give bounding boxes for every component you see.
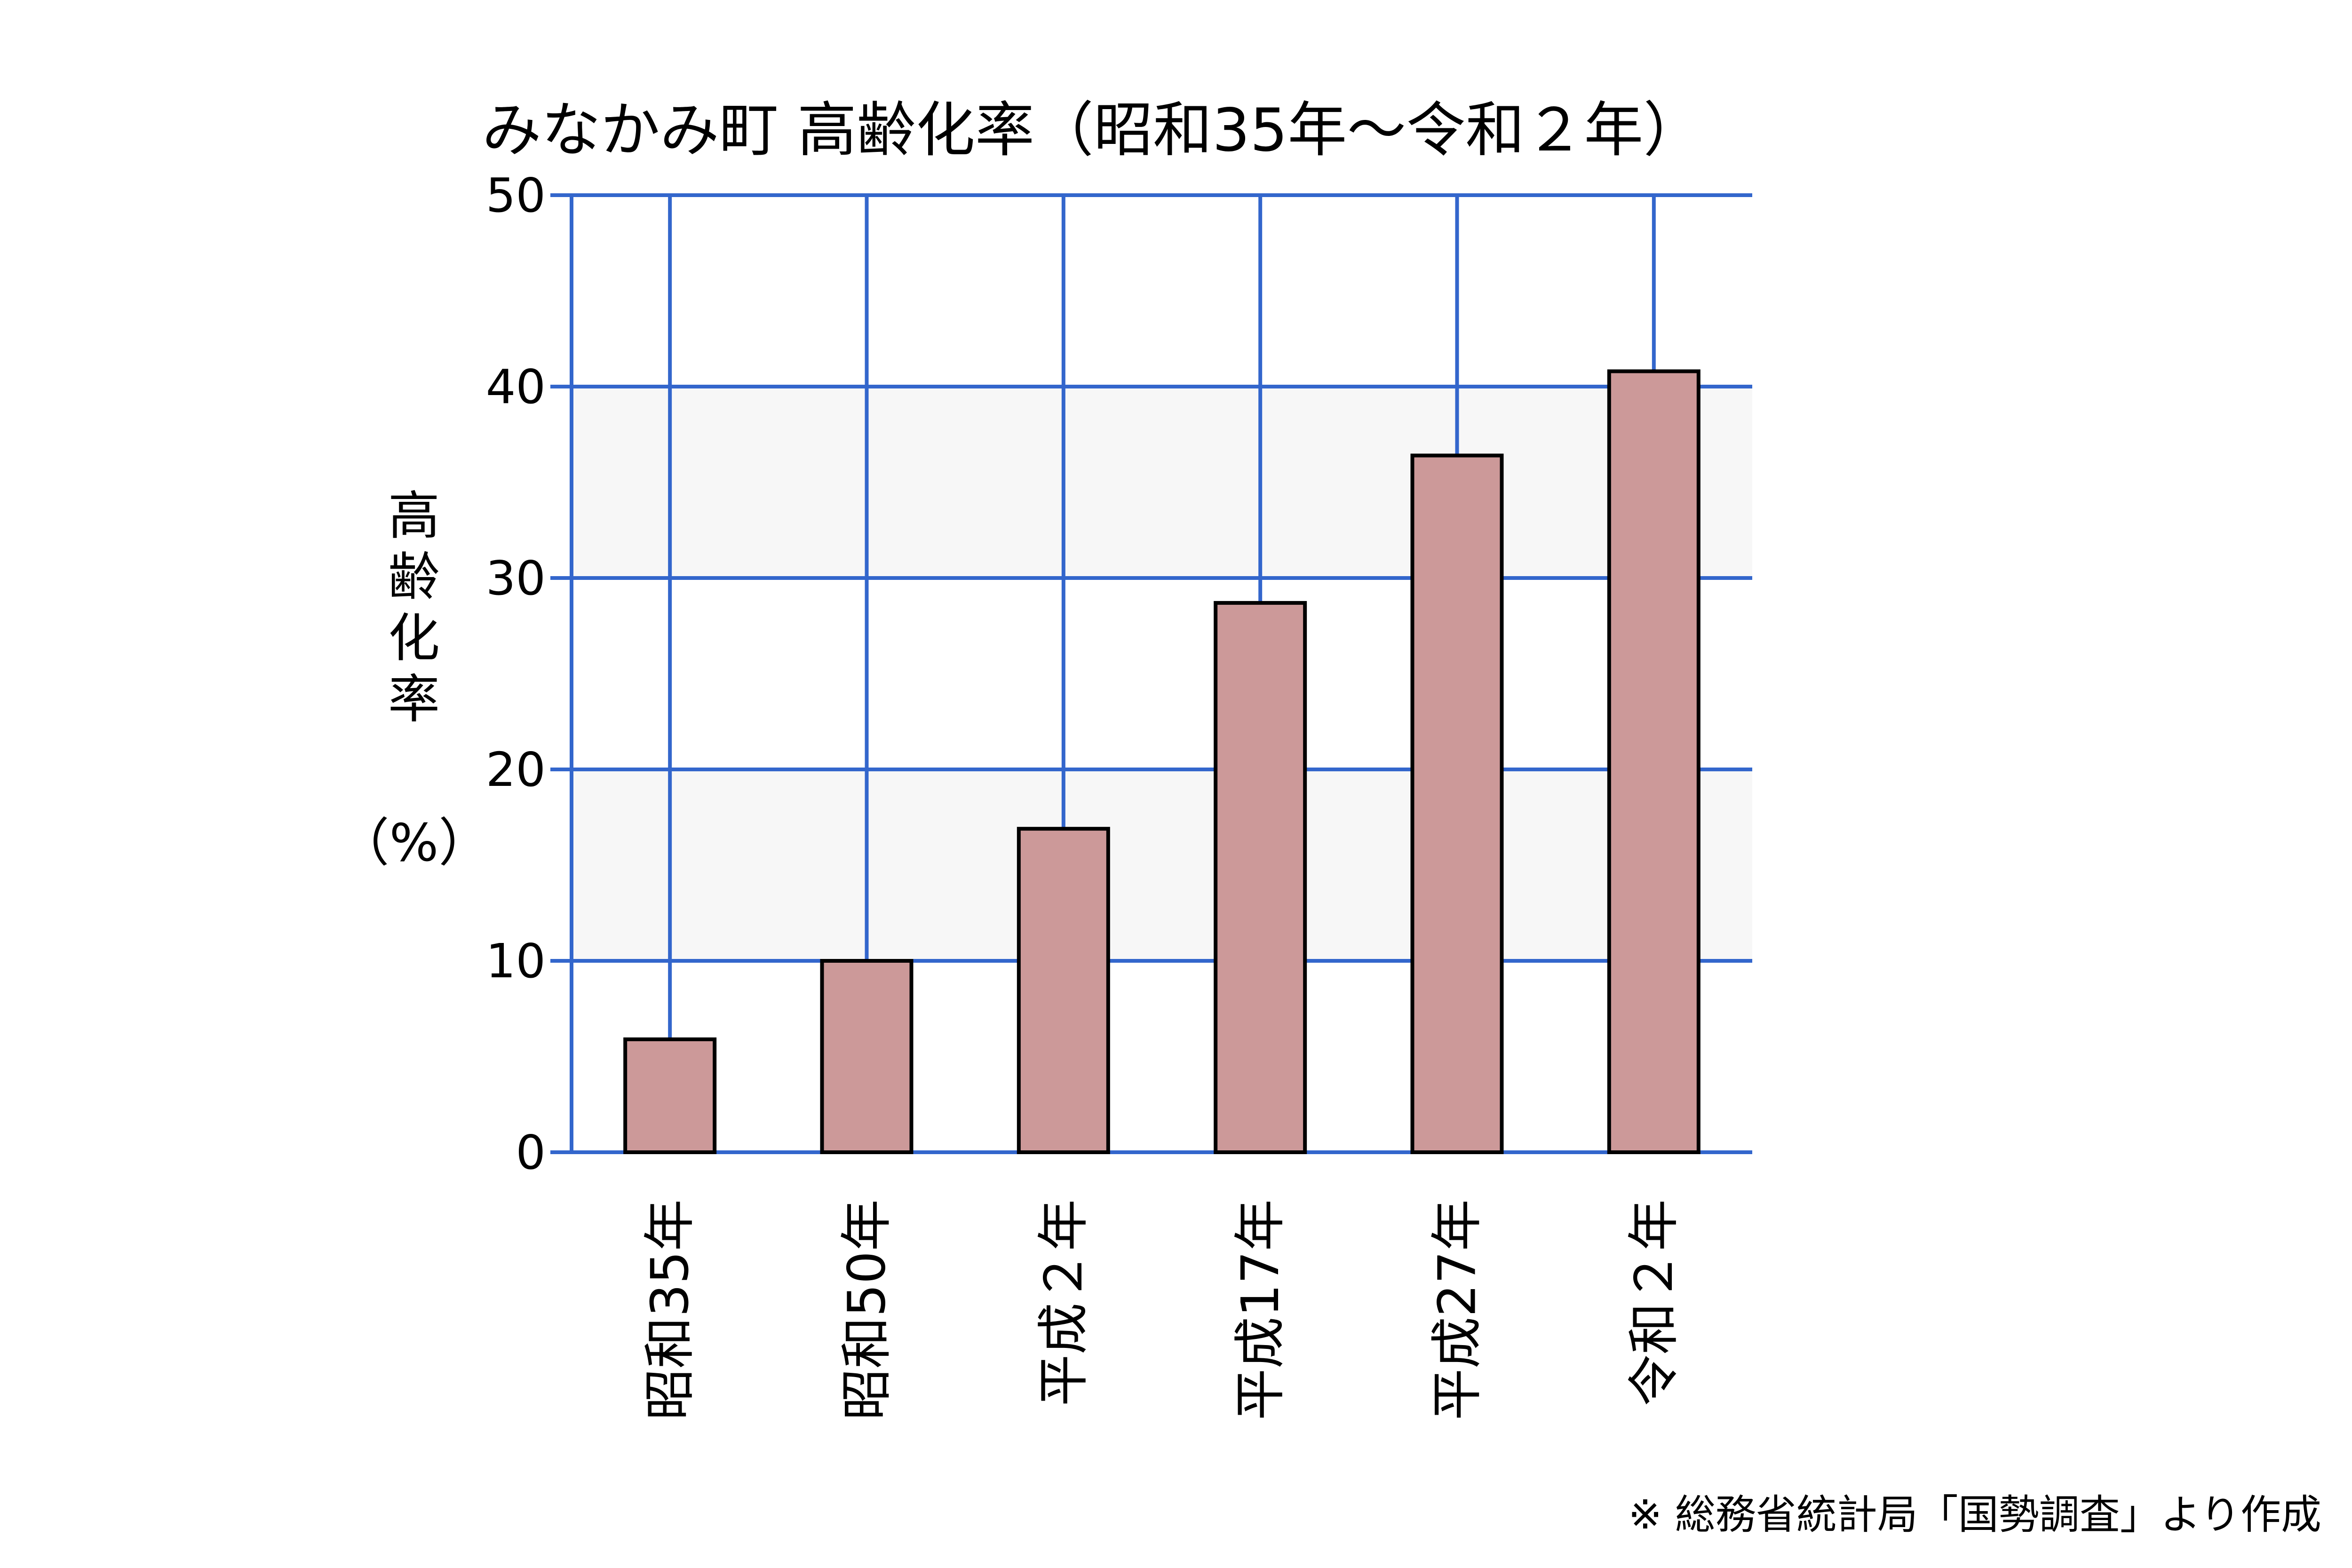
y-tick-label: 30 [486,551,546,606]
x-tick-labels: 昭和35年 昭和50年 平成２年 平成17年 平成27年 令和２年 [640,1199,1684,1420]
y-axis-label-char: 化 [388,608,440,668]
y-axis-label-char: 齢 [388,547,440,607]
y-tick-label: 10 [486,934,546,989]
bar [1017,827,1110,1155]
grid-lines [550,193,1752,1154]
x-tick-label: 平成２年 [1033,1199,1094,1406]
plot-bands [572,387,1752,961]
grid-band [572,769,1752,961]
y-tick-label: 40 [486,359,546,414]
source-note: ※ 総務省統計局「国勢調査」より作成 [1628,1491,2321,1538]
x-tick-label: 昭和35年 [640,1199,700,1420]
grid-band [572,387,1752,578]
bar [820,959,914,1154]
y-axis-label: 高 齢 化 率 （%） [338,486,491,873]
y-tick-label: 20 [486,742,546,797]
x-tick-label: 平成27年 [1427,1199,1487,1420]
bar [1607,369,1700,1155]
x-tick-label: 昭和50年 [837,1199,897,1420]
bar [623,1037,717,1155]
bar [1410,453,1504,1154]
chart-title: みなかみ町 高齢化率（昭和35年～令和２年） [482,95,1702,165]
y-axis-label-char: 高 [388,486,440,546]
x-tick-label: 令和２年 [1624,1199,1684,1406]
x-tick-label: 平成17年 [1230,1199,1290,1420]
y-tick-labels: 0 10 20 30 40 50 [486,168,546,1180]
bars [623,369,1700,1155]
y-tick-label: 50 [486,168,546,223]
bar [1214,601,1307,1154]
y-axis-label-char: 率 [388,669,440,729]
y-axis-label-unit: （%） [338,813,491,873]
y-tick-label: 0 [516,1125,546,1180]
